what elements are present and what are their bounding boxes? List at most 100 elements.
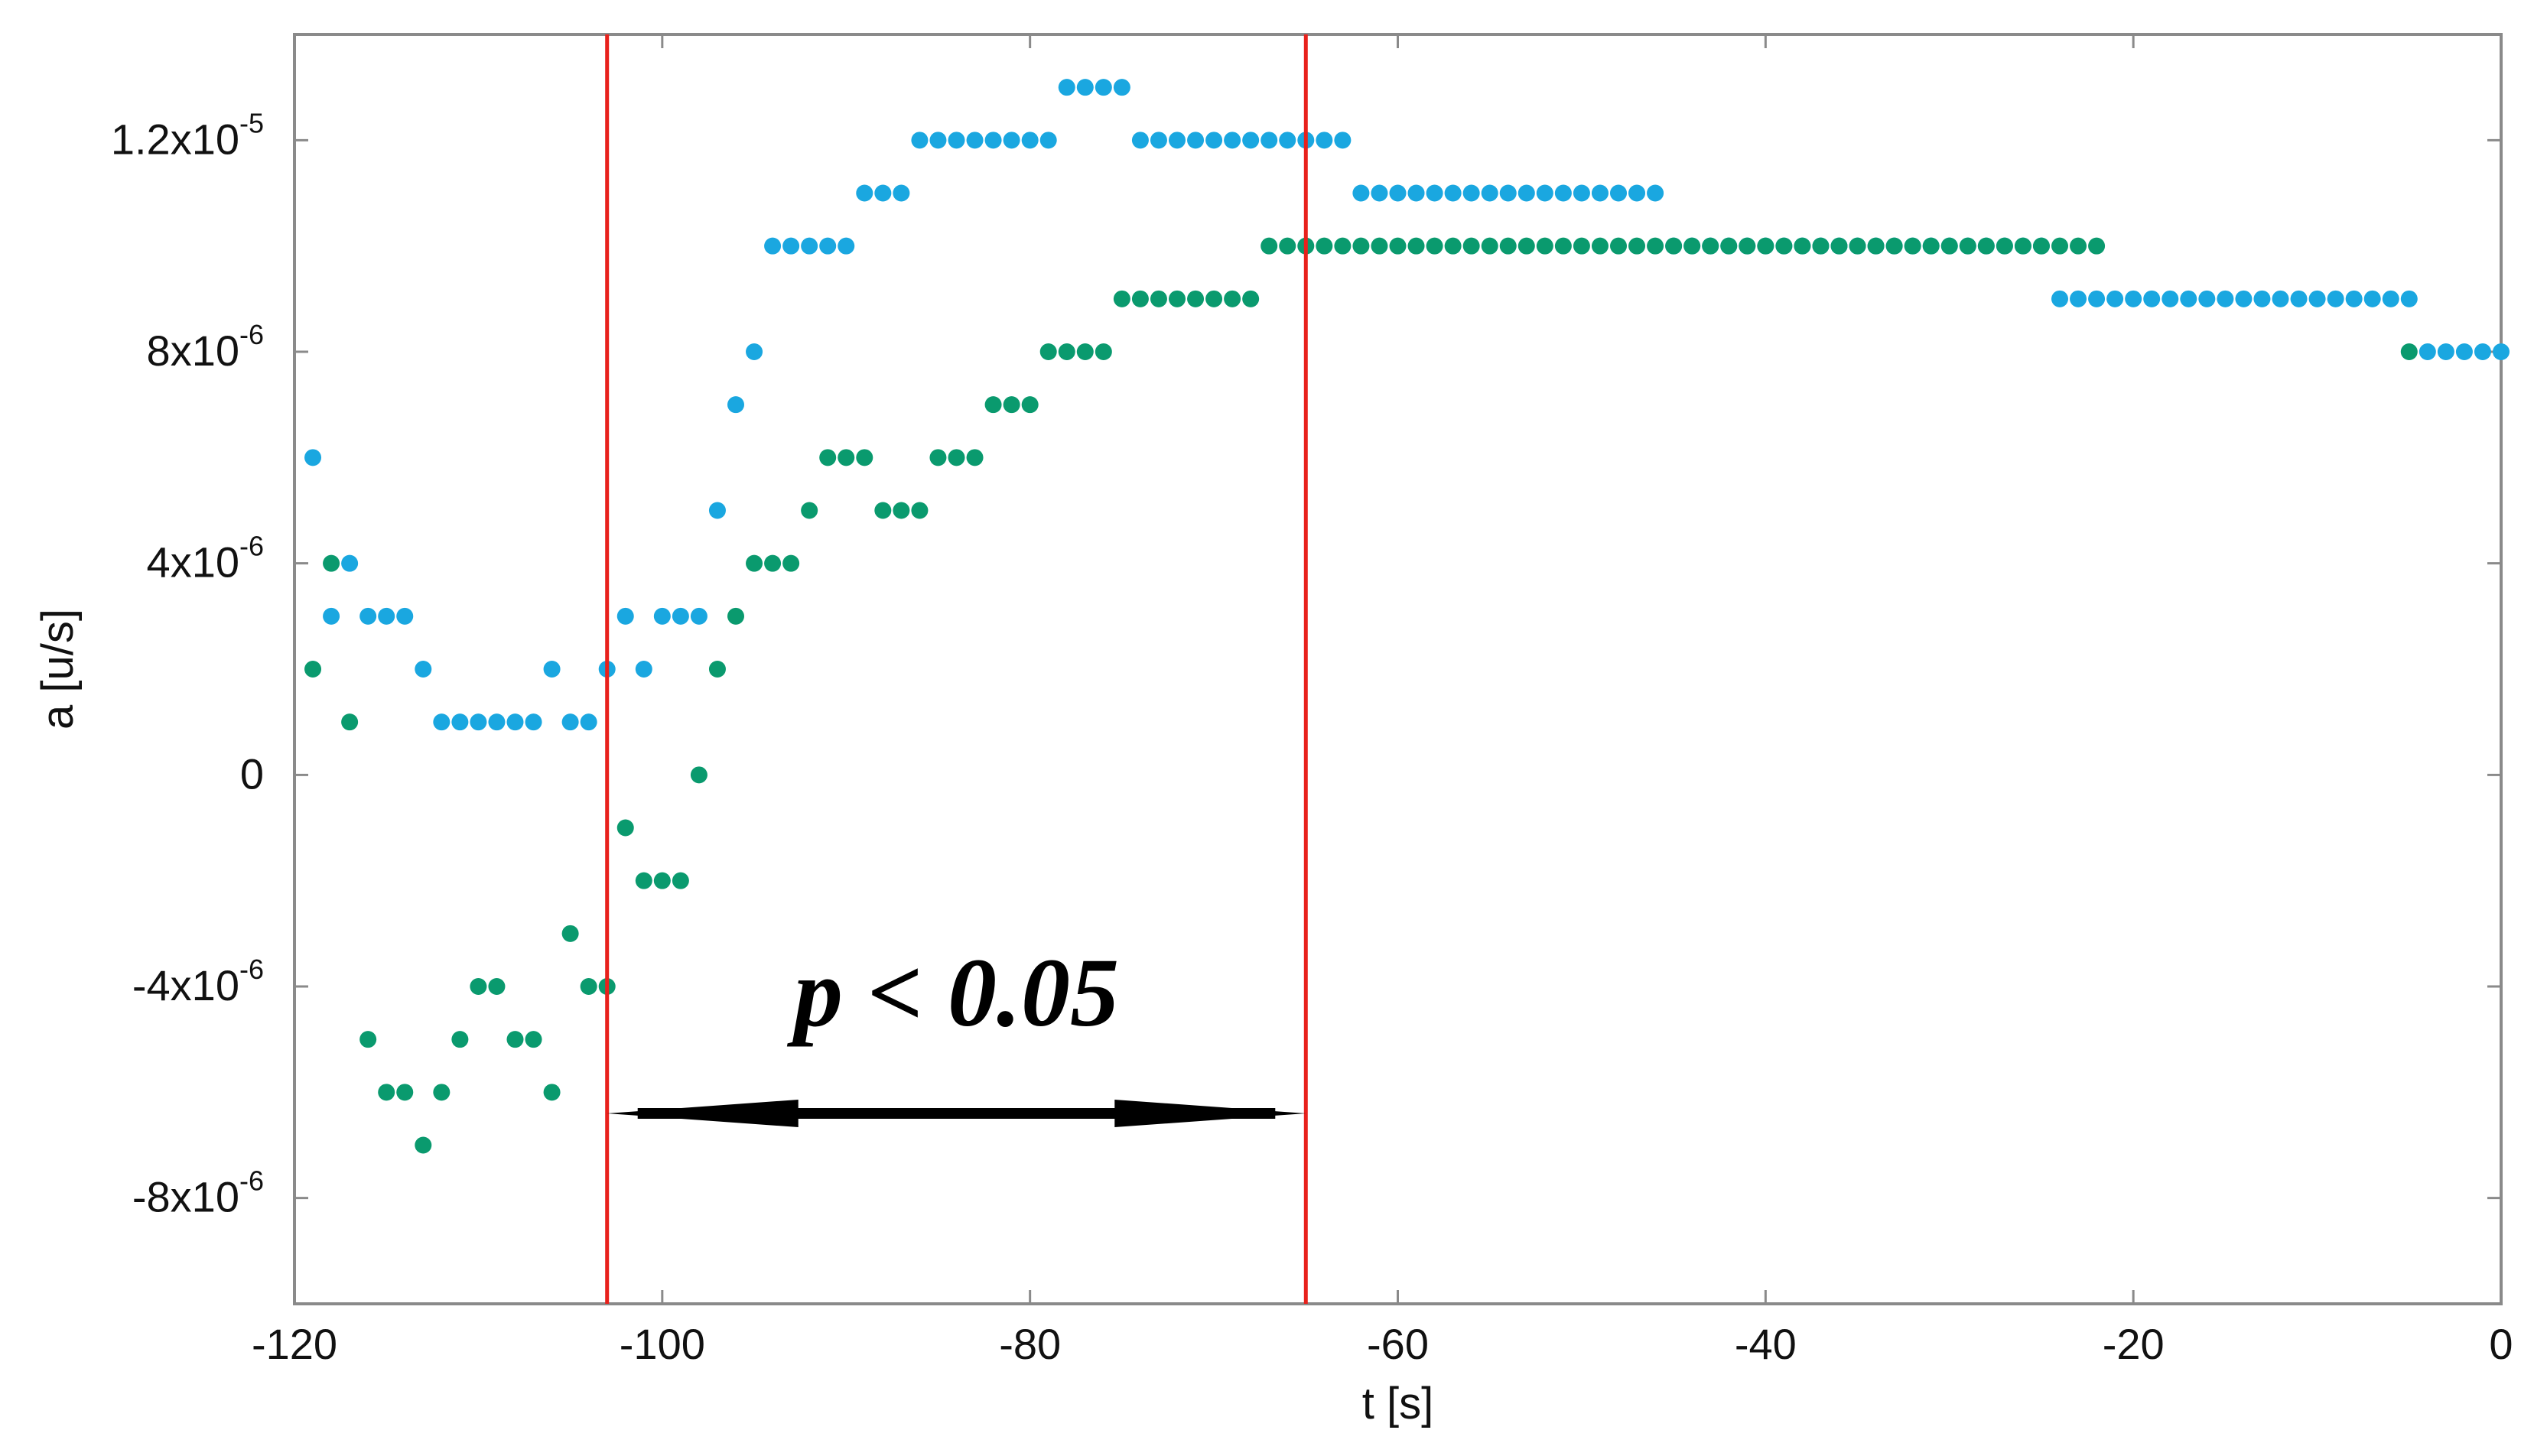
blue-point xyxy=(1113,79,1130,96)
green-point xyxy=(323,554,340,572)
blue-point xyxy=(1131,132,1149,149)
blue-point xyxy=(2180,290,2197,307)
green-point xyxy=(966,449,984,466)
y-tick-label: 0 xyxy=(240,749,264,798)
green-point xyxy=(1260,237,1278,255)
x-tick-label: -40 xyxy=(1735,1320,1797,1368)
blue-point xyxy=(525,713,542,731)
y-tick-label: 4x10-6 xyxy=(147,531,264,587)
blue-point xyxy=(2382,290,2399,307)
green-point xyxy=(1554,237,1572,255)
green-point xyxy=(2088,237,2106,255)
green-point xyxy=(415,1136,432,1154)
green-point xyxy=(1224,290,1241,307)
green-point xyxy=(1187,290,1205,307)
blue-point xyxy=(2363,290,2381,307)
blue-point xyxy=(2419,343,2436,360)
blue-point xyxy=(1554,184,1572,202)
blue-point xyxy=(1499,184,1517,202)
blue-point xyxy=(1279,132,1296,149)
green-point xyxy=(1150,290,1167,307)
blue-point xyxy=(2327,290,2344,307)
green-point xyxy=(929,449,947,466)
green-point xyxy=(2400,343,2418,360)
green-point xyxy=(1628,237,1646,255)
blue-point xyxy=(672,607,689,625)
blue-point xyxy=(396,607,414,625)
green-point xyxy=(1683,237,1701,255)
blue-point xyxy=(616,607,634,625)
blue-point xyxy=(470,713,487,731)
blue-point xyxy=(819,237,837,255)
blue-point xyxy=(543,661,561,678)
blue-point xyxy=(801,237,818,255)
blue-point xyxy=(1242,132,1260,149)
blue-point xyxy=(911,132,929,149)
green-point xyxy=(616,819,634,837)
blue-point xyxy=(708,502,726,519)
blue-point xyxy=(2106,290,2124,307)
y-tick-mantissa: -8x10 xyxy=(132,1173,239,1221)
y-tick-exponent: -6 xyxy=(239,1165,264,1197)
blue-point xyxy=(1647,184,1664,202)
green-point xyxy=(1407,237,1425,255)
y-tick-label: -4x10-6 xyxy=(132,954,264,1009)
blue-point xyxy=(2474,343,2491,360)
blue-point xyxy=(1039,132,1057,149)
y-tick-exponent: -5 xyxy=(239,107,264,138)
green-point xyxy=(1573,237,1590,255)
green-point xyxy=(1444,237,1462,255)
blue-point xyxy=(2437,343,2454,360)
green-point xyxy=(1352,237,1370,255)
x-axis-label: t [s] xyxy=(1362,1379,1433,1428)
blue-point xyxy=(1426,184,1443,202)
blue-point xyxy=(451,713,469,731)
blue-point xyxy=(2070,290,2087,307)
blue-point xyxy=(2051,290,2068,307)
blue-point xyxy=(1334,132,1352,149)
green-point xyxy=(1242,290,1260,307)
green-point xyxy=(1996,237,2013,255)
axes: -120 -100 -80 -60 -40 -20 0-8x10-6-4x10-604x10… xyxy=(111,33,2513,1368)
blue-point xyxy=(2143,290,2161,307)
green-point xyxy=(1334,237,1352,255)
y-tick-mantissa: 4x10 xyxy=(147,538,239,587)
y-tick-exponent: -6 xyxy=(239,531,264,562)
x-tick-label: 0 xyxy=(2489,1320,2513,1368)
blue-point xyxy=(2272,290,2289,307)
blue-point xyxy=(1352,184,1370,202)
green-point xyxy=(1003,396,1020,414)
green-point xyxy=(1462,237,1480,255)
blue-point xyxy=(506,713,524,731)
blue-point xyxy=(1260,132,1278,149)
green-point xyxy=(2032,237,2050,255)
green-point xyxy=(727,607,744,625)
green-point xyxy=(838,449,855,466)
x-tick-label: -80 xyxy=(999,1320,1061,1368)
blue-point xyxy=(1003,132,1020,149)
green-point xyxy=(893,502,910,519)
green-point xyxy=(1977,237,1995,255)
green-point xyxy=(1481,237,1498,255)
blue-point xyxy=(1481,184,1498,202)
green-point xyxy=(708,661,726,678)
blue-point xyxy=(893,184,910,202)
green-point xyxy=(874,502,892,519)
blue-point xyxy=(323,607,340,625)
green-point xyxy=(1039,343,1057,360)
green-point xyxy=(1830,237,1848,255)
green-point xyxy=(2014,237,2031,255)
green-point xyxy=(746,554,763,572)
green-point xyxy=(2070,237,2087,255)
green-point xyxy=(359,1031,377,1048)
blue-point xyxy=(929,132,947,149)
green-point xyxy=(1536,237,1553,255)
green-point xyxy=(1076,343,1094,360)
blue-point xyxy=(1573,184,1590,202)
blue-point xyxy=(2493,343,2510,360)
green-point xyxy=(561,925,579,942)
green-point xyxy=(1021,396,1039,414)
green-point xyxy=(1058,343,1075,360)
blue-point xyxy=(2290,290,2308,307)
